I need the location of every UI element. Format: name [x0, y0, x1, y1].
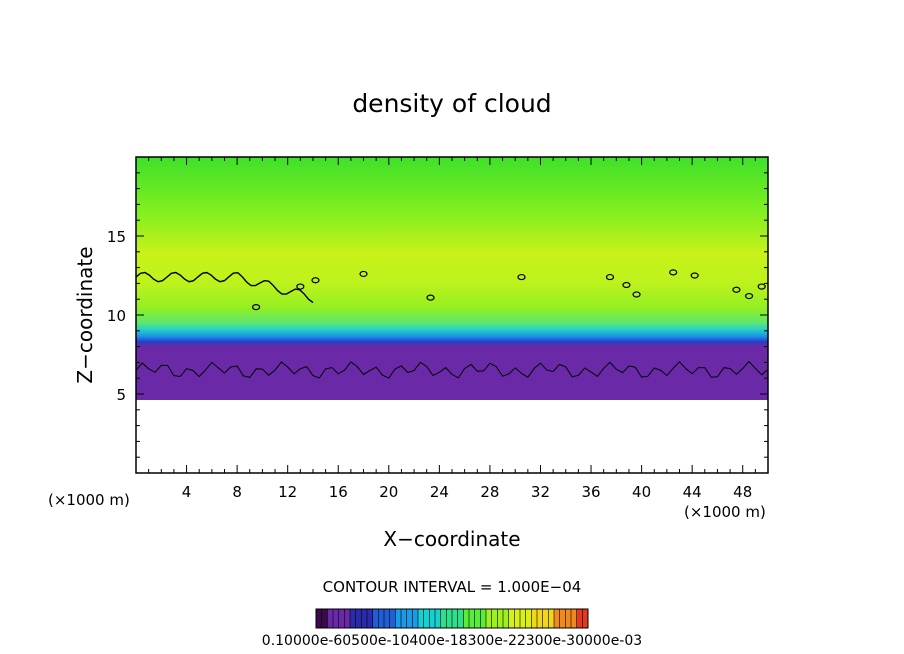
colorbar-cell [446, 609, 453, 628]
colorbar-frame [315, 608, 589, 629]
colorbar-cell [355, 609, 362, 628]
colorbar-cell [440, 609, 447, 628]
colorbar-cell [503, 609, 510, 628]
colorbar-cell [401, 609, 408, 628]
colorbar-cell [423, 609, 430, 628]
colorbar-cell [542, 609, 549, 628]
colorbar-cell [463, 609, 470, 628]
colorbar-cell [395, 609, 402, 628]
colorbar-cell [350, 609, 357, 628]
colorbar-cell [548, 609, 555, 628]
colorbar-cell [367, 609, 374, 628]
x-tick-label: 24 [430, 483, 449, 501]
colorbar-cell [520, 609, 527, 628]
x-tick-label: 32 [531, 483, 550, 501]
colorbar-cell [316, 609, 323, 628]
contour-blob [311, 277, 320, 284]
colorbar-cell [508, 609, 515, 628]
x-tick-label: 40 [632, 483, 651, 501]
colorbar-cell [469, 609, 476, 628]
colorbar-labels: 0.10000e-60500e-10400e-18300e-22300e-300… [262, 633, 642, 649]
contour-blob [517, 273, 526, 281]
colorbar-cell [418, 609, 425, 628]
contour-blob [732, 286, 741, 293]
contour-blob [744, 292, 754, 300]
colorbar-cell [525, 609, 532, 628]
colorbar-cell [344, 609, 351, 628]
x-tick-label: 16 [329, 483, 348, 501]
density-field [136, 157, 768, 400]
colorbar-cell [514, 609, 521, 628]
colorbar-cell [582, 609, 589, 628]
contour-line-lower [136, 360, 768, 379]
y-tick-label: 5 [116, 386, 126, 404]
colorbar-cell [321, 609, 328, 628]
x-unit-label: (×1000 m) [48, 491, 130, 509]
y-tick-label: 15 [107, 228, 126, 246]
contour-lines [136, 269, 768, 379]
x-axis-ticks: 4 8 12 16 20 24 28 32 36 40 44 48 [148, 157, 756, 501]
colorbar-cell [559, 609, 566, 628]
colorbar-cell [389, 609, 396, 628]
x-tick-label: 4 [182, 483, 192, 501]
colorbar-cell [531, 609, 538, 628]
chart-title: density of cloud [352, 89, 551, 118]
colorbar-cell [474, 609, 481, 628]
colorbar-cell [333, 609, 340, 628]
contour-blob [359, 270, 368, 278]
colorbar-cell [372, 609, 379, 628]
x-axis-label: X−coordinate [383, 527, 520, 551]
contour-blob [426, 294, 435, 301]
contour-blob [622, 281, 631, 289]
x-tick-label: 36 [581, 483, 600, 501]
x-tick-label: 28 [480, 483, 499, 501]
contour-blob [757, 283, 766, 290]
colorbar-cell [429, 609, 436, 628]
colorbar-cell [576, 609, 583, 628]
x-tick-label: 12 [278, 483, 297, 501]
colorbar-cell [486, 609, 493, 628]
colorbar-cell [537, 609, 544, 628]
contour-blob [632, 291, 641, 298]
colorbar-cell [378, 609, 385, 628]
colorbar-cell [491, 609, 498, 628]
colorbar-cell [480, 609, 487, 628]
y-tick-label: 10 [107, 307, 126, 325]
x-tick-label: 20 [379, 483, 398, 501]
colorbar-cell [406, 609, 413, 628]
x-tick-label: 8 [232, 483, 242, 501]
colorbar-cell [457, 609, 464, 628]
colorbar-cell [497, 609, 504, 628]
y-axis-label: Z−coordinate [73, 246, 97, 383]
colorbar-cell [361, 609, 368, 628]
colorbar-cell [452, 609, 459, 628]
contour-blob [669, 269, 678, 276]
contour-blob [690, 272, 699, 279]
contour-blob [251, 304, 261, 311]
x-unit-label-right: (×1000 m) [684, 503, 766, 521]
colorbar [315, 608, 589, 629]
colorbar-cell [327, 609, 334, 628]
colorbar-cell [412, 609, 419, 628]
x-tick-label: 44 [683, 483, 702, 501]
colorbar-cell [554, 609, 561, 628]
colorbar-cell [565, 609, 572, 628]
y-axis-ticks: 5 10 15 [107, 172, 768, 458]
colorbar-cell [435, 609, 442, 628]
contour-blob [296, 283, 305, 290]
colorbar-cell [384, 609, 391, 628]
x-tick-label: 48 [733, 483, 752, 501]
contour-line-upper [136, 271, 314, 304]
colorbar-cell [338, 609, 345, 628]
colorbar-cell [571, 609, 578, 628]
contour-blob [605, 273, 615, 281]
contour-interval-label: CONTOUR INTERVAL = 1.000E−04 [323, 578, 582, 596]
